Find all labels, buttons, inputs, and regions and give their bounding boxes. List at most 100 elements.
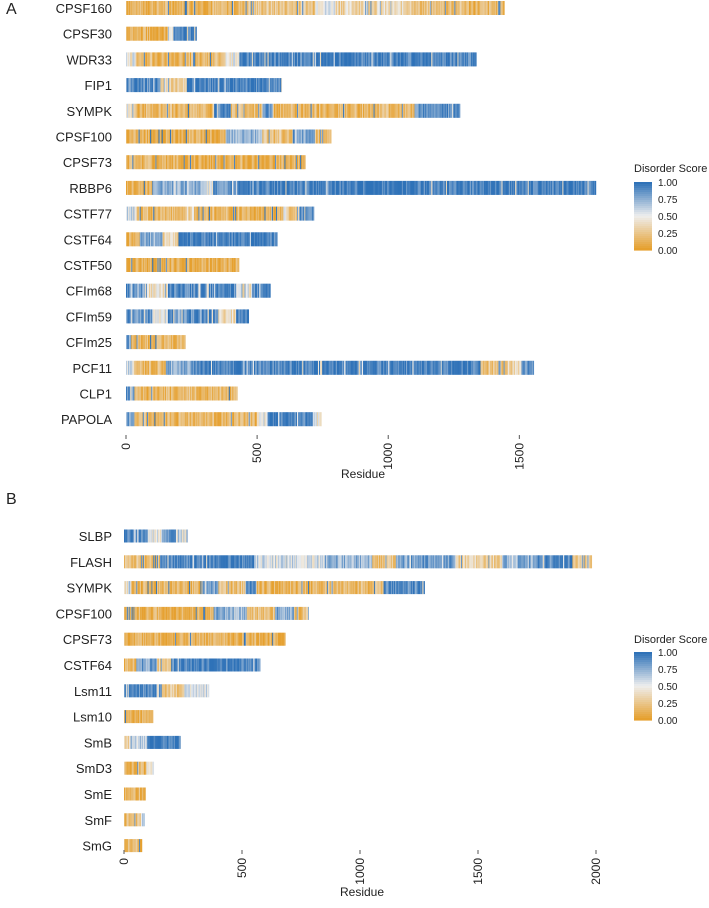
panel-b-legend-gradient-cell bbox=[634, 718, 652, 721]
panel-b-x-tick-label-1500: 1500 bbox=[471, 858, 485, 885]
panel-b-x-tick-label-500: 500 bbox=[235, 858, 249, 878]
panel-a-legend-gradient-cell bbox=[634, 242, 652, 245]
panel-a-x-tick-label-0: 0 bbox=[119, 443, 133, 450]
panel-a-bar-cpsf73 bbox=[126, 155, 306, 170]
panel-b-legend-gradient-cell bbox=[634, 694, 652, 697]
panel-a-bar-cfim59 bbox=[126, 309, 250, 324]
panel-a-legend-tick-0.50: 0.50 bbox=[658, 212, 678, 223]
panel-a-bar-wdr33 bbox=[126, 52, 477, 67]
panel-a-legend-gradient-cell bbox=[634, 206, 652, 209]
panel-b-row-label-lsm11: Lsm11 bbox=[74, 684, 112, 699]
panel-b-legend: Disorder Score 1.00 0.75 0.50 0.25 0.00 bbox=[634, 634, 707, 727]
panel-b-bar-cpsf73 bbox=[124, 632, 286, 646]
panel-b-legend-gradient-cell bbox=[634, 658, 652, 661]
panel-a-legend-gradient-cell bbox=[634, 226, 652, 229]
panel-b-legend-tick-0.75: 0.75 bbox=[658, 665, 678, 676]
panel-b-row-label-slbp: SLBP bbox=[79, 529, 112, 544]
panel-b-legend-gradient-cell bbox=[634, 652, 652, 655]
panel-a-x-axis-label: Residue bbox=[341, 467, 385, 481]
panel-a-row-label-cfim68: CFIm68 bbox=[66, 284, 112, 299]
panel-a-legend-gradient-cell bbox=[634, 218, 652, 221]
panel-b-row-label-smf: SmF bbox=[85, 813, 113, 828]
panel-a-bar-fip1 bbox=[126, 78, 283, 93]
panel-b-legend-gradient-cell bbox=[634, 670, 652, 673]
panel-b-bar-slbp bbox=[124, 529, 189, 543]
panel-b-bar-smf bbox=[124, 813, 145, 827]
panel-a-legend-gradient-cell bbox=[634, 182, 652, 185]
panel-a-bar-cstf50 bbox=[126, 258, 240, 272]
panel-b-bar-smb bbox=[124, 735, 181, 749]
panel-a-row-label-cstf50: CSTF50 bbox=[64, 258, 112, 273]
panel-b-legend-gradient-cell bbox=[634, 702, 652, 705]
panel-a-legend-gradient-cell bbox=[634, 246, 652, 249]
panel-a-legend-gradient-cell bbox=[634, 220, 652, 223]
panel-a-bar-cpsf100 bbox=[126, 129, 332, 144]
panel-a-row-label-cstf64: CSTF64 bbox=[64, 232, 112, 247]
panel-b-x-tick-label-2000: 2000 bbox=[589, 858, 603, 885]
panel-a-row-label-cfim59: CFIm59 bbox=[66, 309, 112, 324]
panel-b-legend-gradient-cell bbox=[634, 692, 652, 695]
panel-b-row-label-cpsf100: CPSF100 bbox=[56, 606, 112, 621]
panel-a-legend-tick-0.25: 0.25 bbox=[658, 229, 678, 240]
panel-b-legend-gradient-cell bbox=[634, 654, 652, 657]
panel-a-bar-cpsf30 bbox=[126, 26, 197, 41]
panel-a-legend-gradient-cell bbox=[634, 212, 652, 215]
panel-b-legend-tick-0.00: 0.00 bbox=[658, 716, 678, 727]
panel-a-row-label-cpsf73: CPSF73 bbox=[63, 155, 112, 170]
panel-b-bar-lsm10 bbox=[124, 710, 154, 724]
panel-a-x-tick-label-1000: 1000 bbox=[381, 443, 395, 470]
panel-b-legend-gradient-cell bbox=[634, 674, 652, 677]
panel-b-legend-gradient-cell bbox=[634, 714, 652, 717]
panel-a-legend-gradient-cell bbox=[634, 238, 652, 241]
panel-a-legend-gradient-cell bbox=[634, 200, 652, 203]
panel-b-row-label-sympk: SYMPK bbox=[66, 581, 112, 596]
panel-b-legend-gradient-cell bbox=[634, 708, 652, 711]
panel-b-row-label-smb: SmB bbox=[84, 735, 112, 750]
panel-a-chart: A CPSF160 CPSF30 WDR33 FIP1 SYMPK CPSF100 CPSF… bbox=[6, 1, 707, 481]
panel-b-legend-gradient-cell bbox=[634, 686, 652, 689]
panel-a-legend-gradient-cell bbox=[634, 208, 652, 211]
panel-b-legend-title: Disorder Score bbox=[634, 634, 707, 646]
panel-b-row-label-flash: FLASH bbox=[70, 555, 112, 570]
panel-a-legend-tick-0.00: 0.00 bbox=[658, 246, 678, 257]
panel-a-legend-gradient-cell bbox=[634, 234, 652, 237]
panel-b-legend-gradient-cell bbox=[634, 666, 652, 669]
panel-a-legend-gradient-cell bbox=[634, 186, 652, 189]
panel-b-row-label-smg: SmG bbox=[82, 839, 112, 854]
panel-a-row-label-sympk: SYMPK bbox=[66, 104, 112, 119]
panel-b-bar-smg bbox=[124, 839, 143, 853]
panel-b-bar-sme bbox=[124, 787, 147, 801]
panel-a-label: A bbox=[6, 1, 17, 18]
panel-a-legend-gradient-cell bbox=[634, 184, 652, 187]
panel-b-legend-gradient-cell bbox=[634, 672, 652, 675]
panel-a-row-label-rbbp6: RBBP6 bbox=[69, 181, 112, 196]
panel-b-legend-tick-0.50: 0.50 bbox=[658, 682, 678, 693]
panel-a-legend-tick-0.75: 0.75 bbox=[658, 195, 678, 206]
panel-b-chart: B SLBP FLASH SYMPK CPSF100 CPSF73 CSTF64 Lsm11… bbox=[6, 491, 707, 899]
panel-b-legend-gradient-cell bbox=[634, 662, 652, 665]
panel-a-x-tick-label-1500: 1500 bbox=[512, 443, 526, 470]
panel-a-bar-cfim68 bbox=[126, 283, 271, 298]
panel-b-legend-gradient-cell bbox=[634, 696, 652, 699]
panel-b-legend-gradient-cell bbox=[634, 690, 652, 693]
panel-b-legend-gradient-cell bbox=[634, 682, 652, 685]
panel-a-row-label-cpsf160: CPSF160 bbox=[56, 1, 112, 16]
panel-a-legend-gradient-cell bbox=[634, 214, 652, 217]
panel-a-legend-gradient-cell bbox=[634, 224, 652, 227]
panel-b-legend-gradient-cell bbox=[634, 712, 652, 715]
panel-a-bar-clp1 bbox=[126, 386, 238, 401]
panel-b-label: B bbox=[6, 491, 17, 508]
panel-a-bar-sympk bbox=[126, 103, 461, 118]
panel-a-row-label-cpsf30: CPSF30 bbox=[63, 27, 112, 42]
panel-a-row-label-cpsf100: CPSF100 bbox=[56, 130, 112, 145]
panel-a-legend-gradient-cell bbox=[634, 228, 652, 231]
panel-b-row-label-smd3: SmD3 bbox=[76, 761, 112, 776]
panel-a-bar-papola bbox=[126, 412, 322, 427]
panel-b-legend-gradient-cell bbox=[634, 664, 652, 667]
panel-a-legend-gradient-cell bbox=[634, 244, 652, 247]
panel-a-legend-gradient-cell bbox=[634, 248, 652, 251]
panel-a-legend-gradient-cell bbox=[634, 202, 652, 205]
panel-b-legend-gradient-cell bbox=[634, 660, 652, 663]
panel-b-legend-gradient-cell bbox=[634, 704, 652, 707]
panel-a-legend-gradient-cell bbox=[634, 236, 652, 239]
